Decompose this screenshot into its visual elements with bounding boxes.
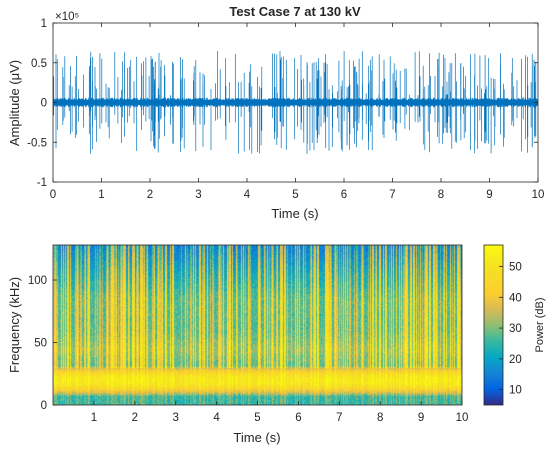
x-tick-label: 2 [147, 189, 153, 201]
colorbar-tick-label: 50 [509, 262, 522, 274]
x-tick-label: 0 [50, 189, 56, 201]
signal-x-axis-label: Time (s) [271, 206, 318, 221]
x-tick-label: 8 [377, 412, 383, 424]
colorbar-label: Power (dB) [534, 297, 546, 352]
x-tick-label: 10 [456, 412, 469, 424]
colorbar-tick-label: 20 [509, 354, 522, 366]
x-tick-label: 3 [195, 189, 201, 201]
signal-y-axis-label: Amplitude (μV) [7, 60, 22, 146]
x-tick-label: 5 [292, 189, 298, 201]
y-tick-label: -0.5 [27, 137, 47, 149]
x-tick-label: 7 [336, 412, 342, 424]
colorbar-tick-label: 10 [509, 385, 522, 397]
y-tick-label: 0 [41, 98, 47, 110]
colorbar-tick-label: 30 [509, 323, 522, 335]
y-tick-label: 0 [41, 400, 47, 412]
x-tick-label: 6 [295, 412, 301, 424]
spectrogram-x-axis-label: Time (s) [233, 430, 280, 445]
signal-trace [53, 51, 538, 154]
signal-pulses [53, 51, 537, 154]
spectrogram-y-axis-label: Frequency (kHz) [7, 277, 22, 373]
x-tick-label: 9 [486, 189, 492, 201]
x-tick-label: 4 [244, 189, 251, 201]
y-tick-label: 0.5 [31, 58, 47, 70]
x-tick-label: 3 [172, 412, 178, 424]
x-tick-label: 7 [389, 189, 395, 201]
x-tick-label: 9 [418, 412, 424, 424]
y-tick-label: -1 [37, 177, 47, 189]
colorbar-tick-label: 40 [509, 292, 522, 304]
x-tick-label: 2 [132, 412, 138, 424]
x-tick-label: 8 [438, 189, 444, 201]
y-tick-label: 1 [41, 18, 47, 30]
colorbar [483, 244, 504, 406]
x-tick-label: 4 [213, 412, 220, 424]
signal-chart: Test Case 7 at 130 kV 0 1 2 3 4 5 6 7 8 9 10-1-0.5… [7, 4, 544, 221]
x-tick-label: 5 [254, 412, 260, 424]
x-tick-label: 1 [91, 412, 97, 424]
signal-noise-core [53, 99, 538, 106]
signal-ticks: 0 1 2 3 4 5 6 7 8 9 10 -1 -0.5 0 0.5 1 [27, 18, 544, 201]
chart-title: Test Case 7 at 130 kV [229, 4, 361, 19]
colorbar-ticks: 10 20 30 40 50 [499, 262, 522, 397]
y-exponent-label: ×10⁵ [55, 11, 80, 23]
spectrogram-image [53, 245, 462, 405]
x-tick-label: 6 [341, 189, 347, 201]
x-tick-label: 1 [98, 189, 104, 201]
y-tick-label: 50 [34, 338, 47, 350]
y-tick-label: 100 [28, 275, 47, 287]
x-tick-label: 10 [532, 189, 545, 201]
spectrogram-image-holder [53, 245, 462, 405]
